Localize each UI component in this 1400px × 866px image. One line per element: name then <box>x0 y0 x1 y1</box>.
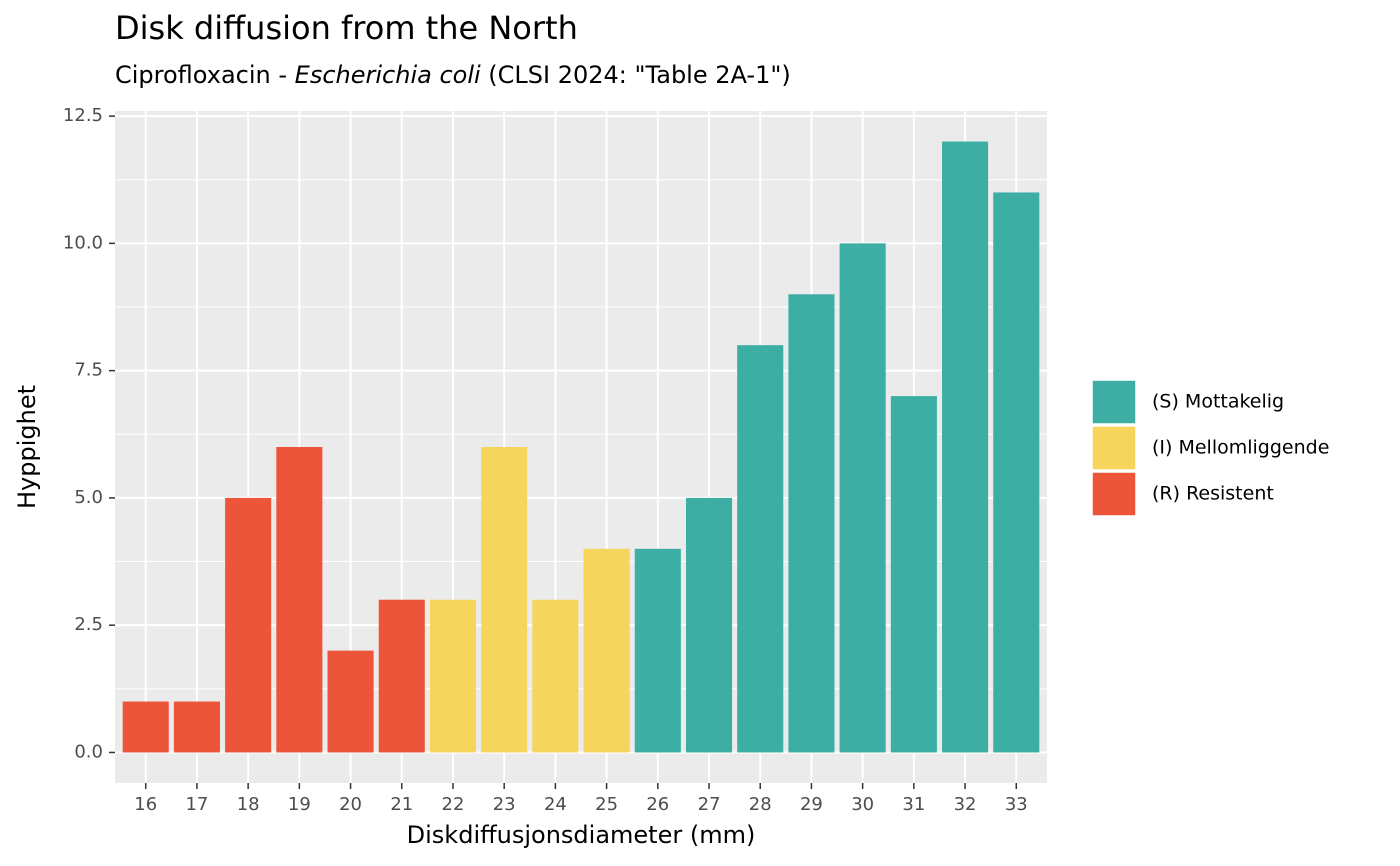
bar <box>890 396 937 753</box>
x-tick-label: 31 <box>902 794 925 815</box>
bar <box>737 345 784 753</box>
x-tick-label: 19 <box>288 794 311 815</box>
bar <box>225 497 272 753</box>
subtitle-part: Ciprofloxacin - <box>115 61 295 89</box>
x-tick-label: 18 <box>237 794 260 815</box>
bar <box>532 599 579 753</box>
legend-label: (I) Mellomliggende <box>1152 437 1329 459</box>
legend-key <box>1091 471 1137 517</box>
legend-label: (R) Resistent <box>1152 483 1274 505</box>
y-tick-label: 5.0 <box>74 487 103 508</box>
bars <box>122 141 1040 753</box>
y-tick-label: 0.0 <box>74 741 103 762</box>
y-tick-label: 10.0 <box>63 232 103 253</box>
bar <box>788 294 835 753</box>
chart-title: Disk diffusion from the North <box>115 9 578 47</box>
legend-key <box>1091 425 1137 471</box>
bar <box>429 599 477 753</box>
x-tick-label: 29 <box>800 794 823 815</box>
x-tick-label: 25 <box>595 794 618 815</box>
y-tick-label: 7.5 <box>74 360 103 381</box>
bar <box>378 599 425 753</box>
subtitle-part: (CLSI 2024: "Table 2A-1") <box>481 61 791 89</box>
bar <box>993 192 1040 753</box>
y-tick-label: 2.5 <box>74 614 103 635</box>
bar <box>276 447 323 753</box>
y-tick-label: 12.5 <box>63 105 103 126</box>
legend-label: (S) Mottakelig <box>1152 391 1284 413</box>
bar <box>634 548 681 753</box>
x-tick-label: 27 <box>698 794 721 815</box>
legend-key <box>1091 379 1137 425</box>
bar <box>327 650 374 753</box>
x-tick-label: 22 <box>442 794 465 815</box>
x-tick-label: 17 <box>185 794 208 815</box>
bar <box>173 701 220 753</box>
subtitle-species: Escherichia coli <box>295 61 481 89</box>
x-tick-label: 16 <box>134 794 157 815</box>
x-tick-label: 20 <box>339 794 362 815</box>
x-tick-label: 21 <box>390 794 413 815</box>
bar <box>685 497 733 753</box>
x-tick-label: 30 <box>851 794 874 815</box>
bar <box>122 701 169 753</box>
x-tick-label: 28 <box>749 794 772 815</box>
x-tick-label: 32 <box>954 794 977 815</box>
chart-subtitle: Ciprofloxacin - Escherichia coli (CLSI 2… <box>115 61 791 89</box>
y-axis-title: Hyppighet <box>13 385 41 509</box>
x-tick-label: 33 <box>1005 794 1028 815</box>
x-tick-label: 26 <box>646 794 669 815</box>
bar <box>583 548 630 753</box>
x-axis-title: Diskdiffusjonsdiameter (mm) <box>407 821 756 849</box>
bar <box>839 243 886 753</box>
bar <box>481 447 528 753</box>
x-tick-label: 24 <box>544 794 567 815</box>
bar <box>942 141 989 753</box>
x-tick-label: 23 <box>493 794 516 815</box>
